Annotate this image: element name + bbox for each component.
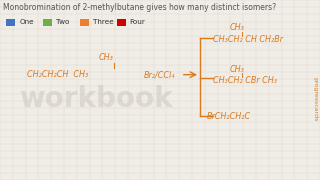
FancyBboxPatch shape <box>117 19 126 26</box>
Text: BrCH₂CH₂C: BrCH₂CH₂C <box>206 112 251 121</box>
Text: CH₃CH₂ CBr CH₃: CH₃CH₂ CBr CH₃ <box>213 76 277 85</box>
Text: Three: Three <box>93 19 114 25</box>
Text: CH₃CH₂ CH CH₂Br: CH₃CH₂ CH CH₂Br <box>213 35 283 44</box>
Text: Four: Four <box>130 19 146 25</box>
Text: CH₃: CH₃ <box>98 53 113 62</box>
Text: Monobromination of 2-methylbutane gives how many distinct isomers?: Monobromination of 2-methylbutane gives … <box>3 3 276 12</box>
Text: workbook: workbook <box>19 85 173 113</box>
FancyBboxPatch shape <box>6 19 15 26</box>
Text: CH₃: CH₃ <box>229 65 244 74</box>
FancyBboxPatch shape <box>80 19 89 26</box>
Text: Br₂/CCl₄: Br₂/CCl₄ <box>144 70 176 79</box>
FancyBboxPatch shape <box>43 19 52 26</box>
Text: Two: Two <box>56 19 69 25</box>
Text: One: One <box>19 19 34 25</box>
Text: CH₃: CH₃ <box>229 23 244 32</box>
Text: progresscards: progresscards <box>313 77 318 121</box>
Text: CH₂CH₂CH  CH₃: CH₂CH₂CH CH₃ <box>27 70 88 79</box>
